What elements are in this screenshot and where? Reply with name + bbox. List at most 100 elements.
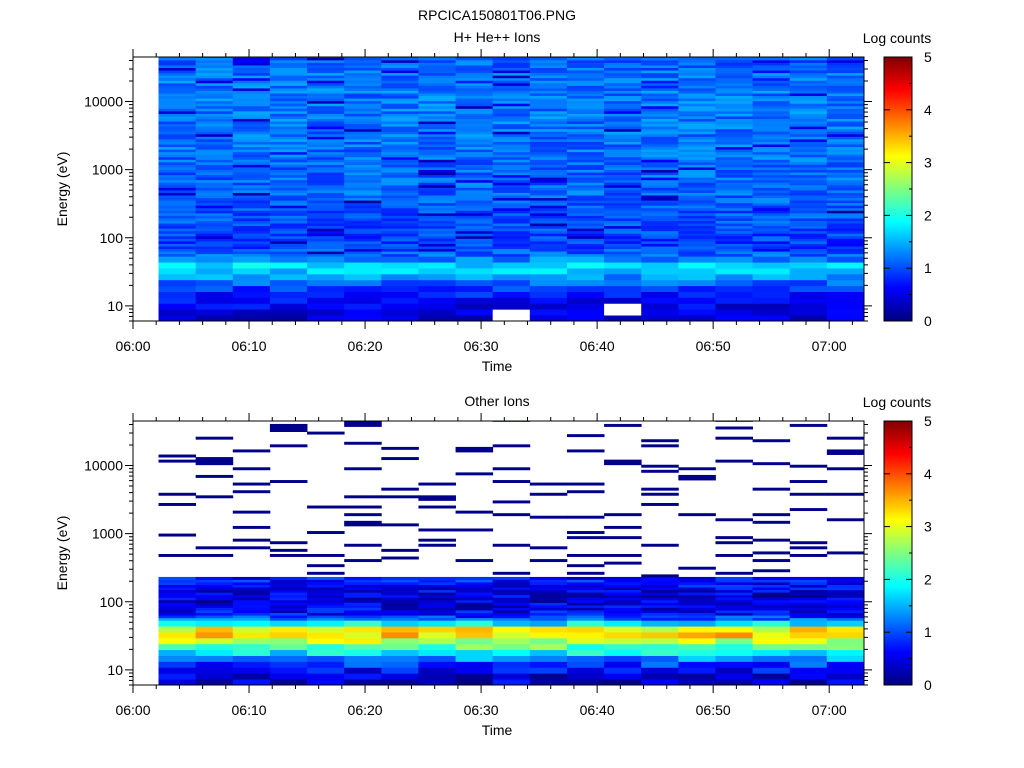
heatmap-cell bbox=[455, 643, 494, 651]
heatmap-cell bbox=[789, 253, 828, 257]
heatmap-cell bbox=[789, 262, 828, 269]
heatmap-cell bbox=[492, 661, 531, 668]
heatmap-cell bbox=[307, 637, 345, 645]
heatmap-cell bbox=[269, 67, 308, 71]
heatmap-cell bbox=[195, 655, 234, 662]
heatmap-cell bbox=[678, 118, 716, 122]
heatmap-cell bbox=[344, 655, 382, 662]
heatmap-cell bbox=[195, 457, 234, 461]
heatmap-cell bbox=[455, 587, 494, 591]
heatmap-cell bbox=[418, 220, 456, 224]
heatmap-cell bbox=[455, 105, 494, 109]
heatmap-cell bbox=[678, 146, 716, 150]
heatmap-cell bbox=[826, 273, 865, 281]
heatmap-cell bbox=[418, 156, 456, 160]
heatmap-cell bbox=[715, 626, 754, 633]
heatmap-cell bbox=[381, 523, 419, 527]
heatmap-cell bbox=[269, 541, 308, 545]
heatmap-cell bbox=[418, 133, 456, 137]
heatmap-cell bbox=[195, 131, 234, 135]
heatmap-cell bbox=[678, 121, 716, 125]
heatmap-cell bbox=[566, 192, 605, 196]
heatmap-cell bbox=[158, 164, 197, 168]
heatmap-cell bbox=[381, 151, 419, 155]
heatmap-cell bbox=[418, 297, 456, 304]
heatmap-cell bbox=[678, 67, 716, 71]
heatmap-cell bbox=[604, 105, 642, 109]
heatmap-cell bbox=[492, 156, 531, 160]
heatmap-cell bbox=[641, 121, 679, 125]
heatmap-cell bbox=[529, 95, 568, 99]
heatmap-cell bbox=[678, 246, 716, 250]
heatmap-cell bbox=[492, 167, 531, 170]
heatmap-cell bbox=[789, 62, 828, 66]
heatmap-cell bbox=[381, 655, 419, 662]
heatmap-cell bbox=[715, 230, 754, 234]
heatmap-cell bbox=[492, 121, 531, 125]
heatmap-cell bbox=[492, 223, 531, 227]
heatmap-cell bbox=[826, 174, 865, 178]
heatmap-cell bbox=[715, 212, 754, 216]
heatmap-cell bbox=[269, 279, 308, 287]
heatmap-cell bbox=[455, 67, 494, 71]
heatmap-cell bbox=[752, 184, 791, 188]
heatmap-cell bbox=[269, 220, 308, 224]
heatmap-cell bbox=[492, 149, 531, 153]
heatmap-cell bbox=[381, 602, 419, 606]
heatmap-cell bbox=[789, 184, 828, 188]
heatmap-cell bbox=[307, 146, 345, 150]
heatmap-cell bbox=[307, 604, 345, 608]
heatmap-cell bbox=[344, 82, 382, 86]
heatmap-cell bbox=[715, 174, 754, 178]
heatmap-cell bbox=[158, 151, 197, 155]
heatmap-cell bbox=[492, 103, 531, 107]
heatmap-cell bbox=[826, 589, 865, 593]
heatmap-cell bbox=[492, 602, 531, 606]
heatmap-cell bbox=[232, 192, 271, 196]
heatmap-cell bbox=[641, 579, 679, 583]
heatmap-cell bbox=[715, 151, 754, 155]
heatmap-cell bbox=[158, 291, 197, 298]
heatmap-cell bbox=[269, 141, 308, 145]
heatmap-cell bbox=[789, 587, 828, 591]
heatmap-cell bbox=[604, 118, 642, 122]
heatmap-cell bbox=[158, 174, 197, 178]
heatmap-cell bbox=[529, 131, 568, 135]
heatmap-cell bbox=[232, 223, 271, 227]
heatmap-cell bbox=[381, 136, 419, 140]
heatmap-cell bbox=[604, 673, 642, 680]
heatmap-cell bbox=[158, 167, 197, 170]
heatmap-cell bbox=[566, 303, 605, 310]
heatmap-cell bbox=[381, 207, 419, 211]
heatmap-cell bbox=[195, 192, 234, 196]
heatmap-cell bbox=[307, 582, 345, 585]
heatmap-cell bbox=[529, 626, 568, 633]
heatmap-cell bbox=[269, 643, 308, 651]
colorbar-tick-label: 2 bbox=[924, 571, 932, 587]
heatmap-cell bbox=[752, 607, 791, 611]
heatmap-cell bbox=[195, 126, 234, 130]
heatmap-cell bbox=[715, 167, 754, 170]
heatmap-cell bbox=[529, 228, 568, 232]
heatmap-cell bbox=[529, 133, 568, 137]
heatmap-cell bbox=[826, 238, 865, 242]
heatmap-cell bbox=[678, 105, 716, 109]
heatmap-cell bbox=[492, 273, 531, 281]
heatmap-cell bbox=[307, 431, 345, 435]
heatmap-cell bbox=[195, 599, 234, 603]
heatmap-cell bbox=[344, 579, 382, 583]
heatmap-cell bbox=[752, 121, 791, 125]
heatmap-cell bbox=[344, 225, 382, 229]
heatmap-cell bbox=[566, 149, 605, 153]
heatmap-cell bbox=[641, 574, 679, 578]
heatmap-cell bbox=[158, 553, 197, 557]
heatmap-cell bbox=[678, 315, 716, 322]
heatmap-cell bbox=[789, 617, 828, 621]
heatmap-cell bbox=[455, 510, 494, 514]
heatmap-cell bbox=[344, 215, 382, 219]
heatmap-cell bbox=[195, 632, 234, 639]
heatmap-cell bbox=[604, 561, 642, 565]
heatmap-cell bbox=[269, 174, 308, 178]
heatmap-cell bbox=[344, 303, 382, 310]
